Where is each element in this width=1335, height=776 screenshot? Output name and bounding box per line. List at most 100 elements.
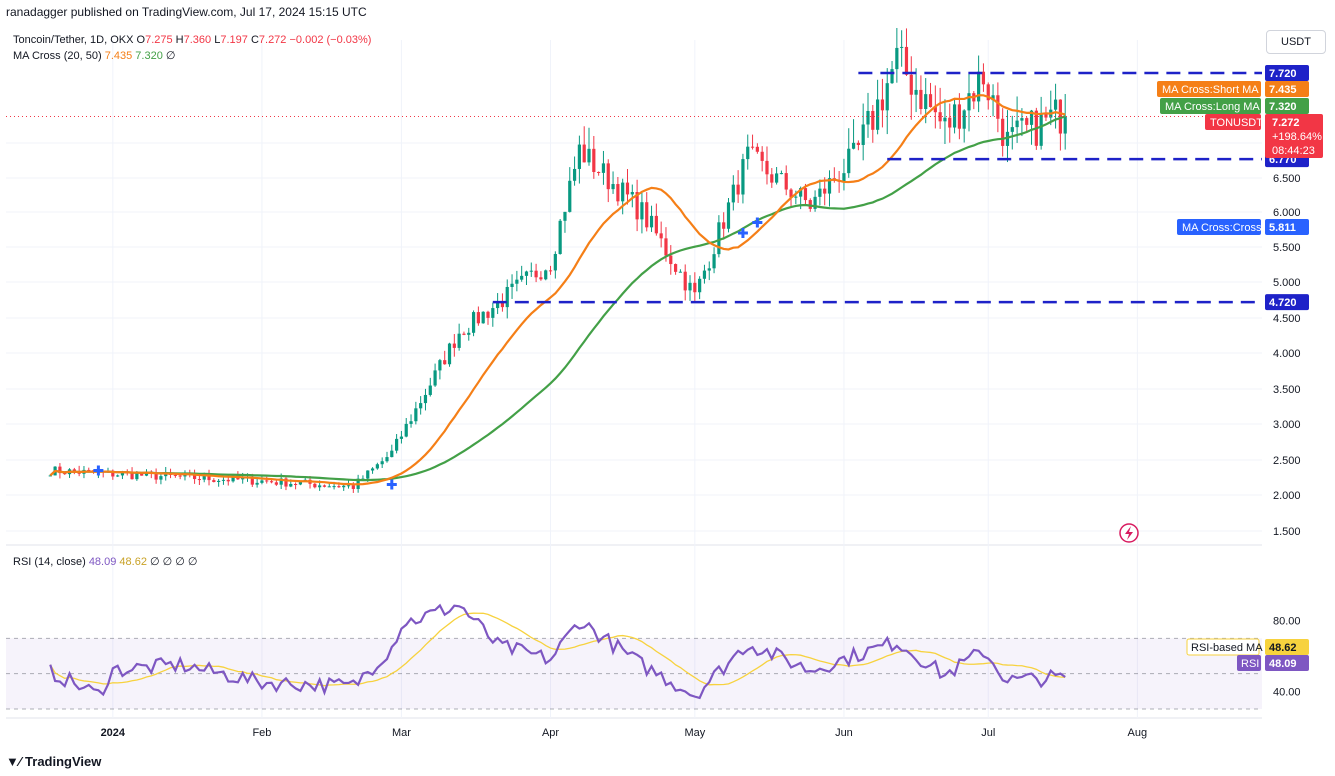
axis-tag-text: 7.720 xyxy=(1269,68,1297,80)
candle-body xyxy=(986,84,990,101)
candle-body xyxy=(577,144,581,169)
candle-body xyxy=(726,202,731,229)
short-ma-line xyxy=(49,94,1066,486)
candle-body xyxy=(327,486,331,488)
candle-body xyxy=(693,282,697,293)
candle-body xyxy=(212,480,216,482)
rsi-lines xyxy=(49,603,1066,700)
candle-body xyxy=(919,89,923,109)
ma-short-value: 7.435 xyxy=(105,50,136,62)
candle-body xyxy=(313,483,317,488)
candle-body xyxy=(750,146,755,148)
candle-body xyxy=(409,421,413,424)
candle-body xyxy=(140,473,144,476)
candle-body xyxy=(952,104,957,128)
candle-body xyxy=(722,222,726,229)
candle-body xyxy=(813,196,817,209)
candle-body xyxy=(438,360,442,371)
candle-body xyxy=(120,472,125,476)
candle-body xyxy=(621,182,625,202)
moving-averages xyxy=(6,94,1262,486)
candle-body xyxy=(1053,99,1058,110)
candle-body xyxy=(342,485,346,488)
axis-tag-bg xyxy=(1265,98,1309,114)
candle-body xyxy=(154,472,158,480)
candle-body xyxy=(111,470,115,477)
candle-body xyxy=(933,107,937,113)
rsi-title: RSI (14, close) xyxy=(13,556,89,568)
ohlc-value: 7.360 xyxy=(184,34,215,46)
price-tick-label: 6.500 xyxy=(1273,173,1301,185)
candle-body xyxy=(909,74,913,95)
candle-body xyxy=(625,182,630,195)
rsi-ma-value-bg xyxy=(1265,639,1309,655)
candle-body xyxy=(289,483,293,487)
candle-body xyxy=(385,457,389,462)
candle-body xyxy=(491,308,495,318)
candle-body xyxy=(553,253,557,271)
ohlc-key: O xyxy=(137,34,146,46)
candle-body xyxy=(279,478,283,485)
ohlc-key: C xyxy=(251,34,259,46)
price-tick-label: 2.000 xyxy=(1273,490,1301,502)
candle-body xyxy=(640,202,644,220)
candle-body xyxy=(876,99,880,130)
candle-body xyxy=(789,189,793,198)
candle-body xyxy=(871,110,875,130)
rsi-value: 48.09 xyxy=(1269,658,1297,670)
candle-body xyxy=(399,436,404,439)
candle-body xyxy=(548,270,553,272)
candle-body xyxy=(231,475,235,482)
candle-body xyxy=(683,271,687,291)
candle-body xyxy=(948,117,952,128)
candle-body xyxy=(895,47,899,70)
candle-body xyxy=(298,481,303,485)
candle-body xyxy=(250,476,254,485)
candle-body xyxy=(419,403,423,409)
price-tick-label: 3.500 xyxy=(1273,384,1301,396)
candle-body xyxy=(534,270,538,278)
candle-body xyxy=(611,184,615,190)
candle-body xyxy=(741,159,745,195)
candle-body xyxy=(130,472,134,480)
candle-body xyxy=(688,282,692,291)
candle-body xyxy=(784,173,788,190)
ohlc-key: H xyxy=(176,34,184,46)
candle-body xyxy=(221,479,226,481)
candle-body xyxy=(717,222,721,255)
candle-body xyxy=(775,173,779,183)
axis-tag-text: 7.435 xyxy=(1269,84,1297,96)
candle-body xyxy=(914,89,918,95)
axis-tag-bg xyxy=(1265,294,1309,311)
candle-body xyxy=(861,124,865,145)
candle-body xyxy=(1058,99,1062,134)
candle-body xyxy=(524,271,529,276)
candle-body xyxy=(520,275,524,280)
candle-body xyxy=(255,482,259,485)
ohlc-value: 7.272 xyxy=(259,34,290,46)
candle-body xyxy=(178,475,182,477)
axis-tag-bg xyxy=(1265,65,1309,81)
candle-body xyxy=(702,270,707,279)
candle-body xyxy=(510,283,514,287)
currency-button[interactable]: USDT xyxy=(1266,30,1326,54)
candle-body xyxy=(1063,116,1067,134)
candle-body xyxy=(885,83,889,111)
candle-body xyxy=(284,478,288,487)
candle-body xyxy=(544,270,548,280)
candle-body xyxy=(539,277,543,280)
candle-body xyxy=(943,117,947,122)
candle-body xyxy=(192,473,197,480)
candle-body xyxy=(515,279,519,284)
candle-body xyxy=(900,46,904,48)
rsi-name-bg xyxy=(1237,655,1261,671)
ma-tail: ∅ xyxy=(166,50,176,62)
candle-body xyxy=(803,188,808,201)
lightning-icon[interactable] xyxy=(1119,523,1139,543)
chart-header: Toncoin/Tether, 1D, OKX O7.275 H7.360 L7… xyxy=(13,34,371,568)
candle-body xyxy=(1010,127,1014,132)
ohlc-key: L xyxy=(214,34,220,46)
name-tag-text: MA Cross:Short MA xyxy=(1162,84,1259,96)
candle-body xyxy=(842,173,846,182)
